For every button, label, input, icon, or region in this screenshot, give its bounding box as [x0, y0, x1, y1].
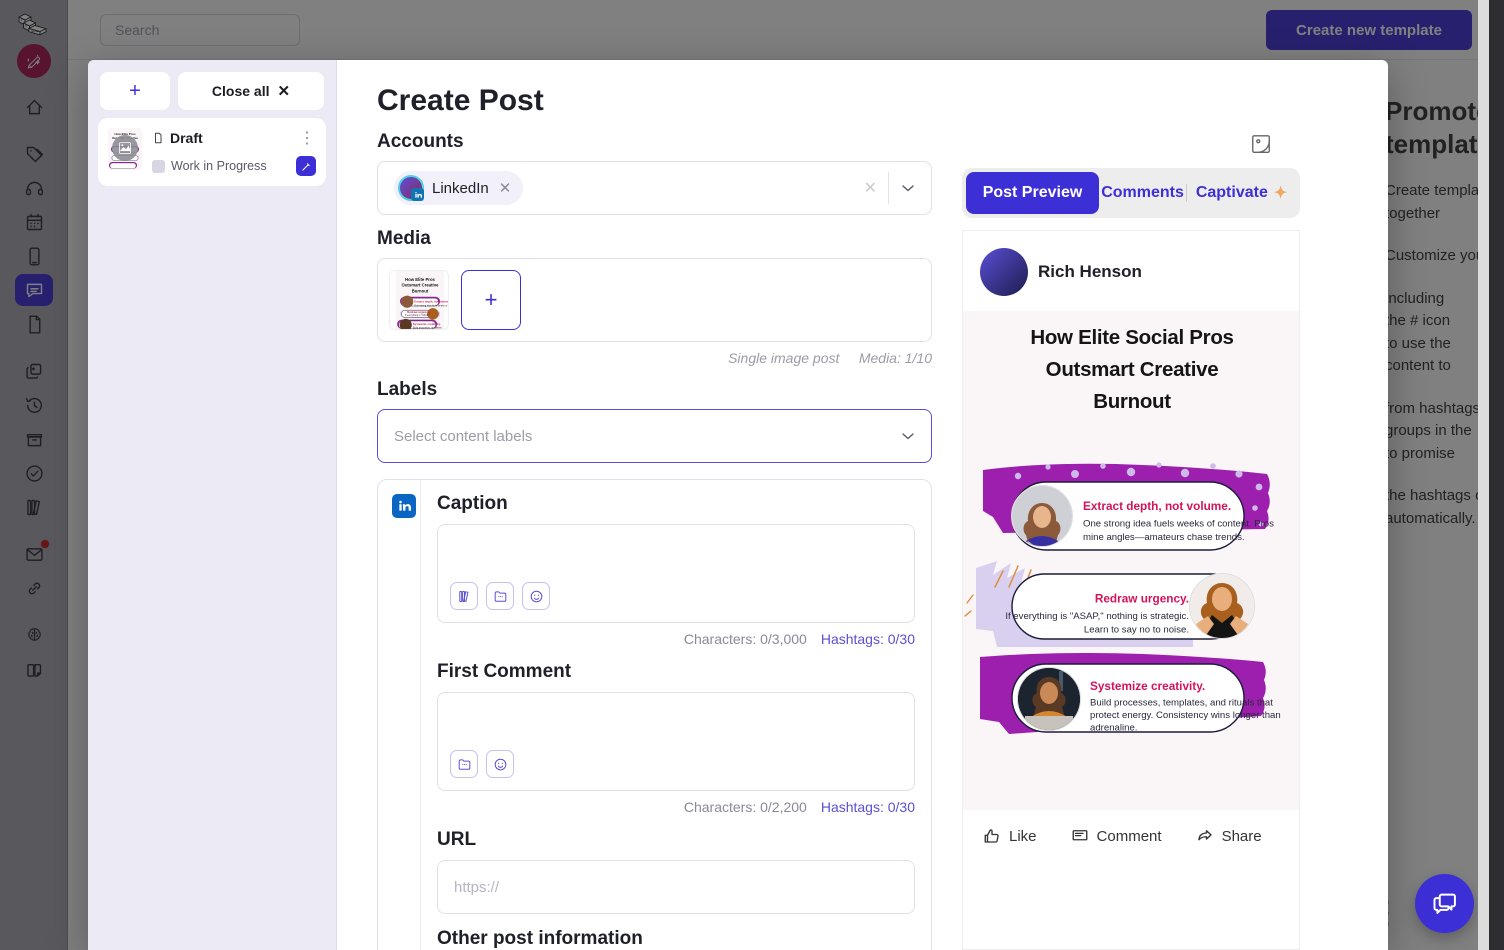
svg-text:Extract depth, not volume.: Extract depth, not volume. — [1083, 499, 1231, 513]
svg-text:Extract depth, not volume.: Extract depth, not volume. — [414, 300, 449, 304]
svg-text:adrenaline.: adrenaline. — [1090, 723, 1137, 734]
svg-text:Redraw urgency.: Redraw urgency. — [1095, 592, 1189, 606]
svg-text:If everything is "ASAP".: If everything is "ASAP". — [405, 314, 430, 317]
svg-text:How Elite Social Pros: How Elite Social Pros — [1030, 326, 1233, 349]
svg-text:Outsmart Creative: Outsmart Creative — [402, 283, 440, 288]
svg-text:Systemize creativity.: Systemize creativity. — [413, 322, 441, 326]
svg-text:One strong idea fuels weeks of: One strong idea fuels weeks of content. — [414, 304, 449, 307]
svg-text:protect energy. Consistency wi: protect energy. Consistency wins longer … — [1090, 710, 1281, 721]
svg-text:Outsmart Creative: Outsmart Creative — [1046, 358, 1219, 381]
svg-text:Burnout: Burnout — [412, 288, 429, 293]
svg-text:If everything is "ASAP," nothi: If everything is "ASAP," nothing is stra… — [1005, 611, 1189, 622]
svg-text:How Elite Pros: How Elite Pros — [405, 277, 435, 282]
svg-text:mine angles—amateurs chase tre: mine angles—amateurs chase trends. — [1083, 532, 1245, 543]
svg-text:One strong idea fuels weeks of: One strong idea fuels weeks of content. … — [1083, 519, 1274, 530]
svg-text:Build processes, templates.: Build processes, templates. — [413, 326, 443, 329]
svg-text:Build processes, templates, an: Build processes, templates, and rituals … — [1090, 698, 1273, 709]
svg-text:Burnout: Burnout — [1093, 390, 1171, 413]
svg-text:Systemize creativity.: Systemize creativity. — [1090, 679, 1205, 693]
svg-text:Learn to say no to noise.: Learn to say no to noise. — [1084, 625, 1189, 636]
